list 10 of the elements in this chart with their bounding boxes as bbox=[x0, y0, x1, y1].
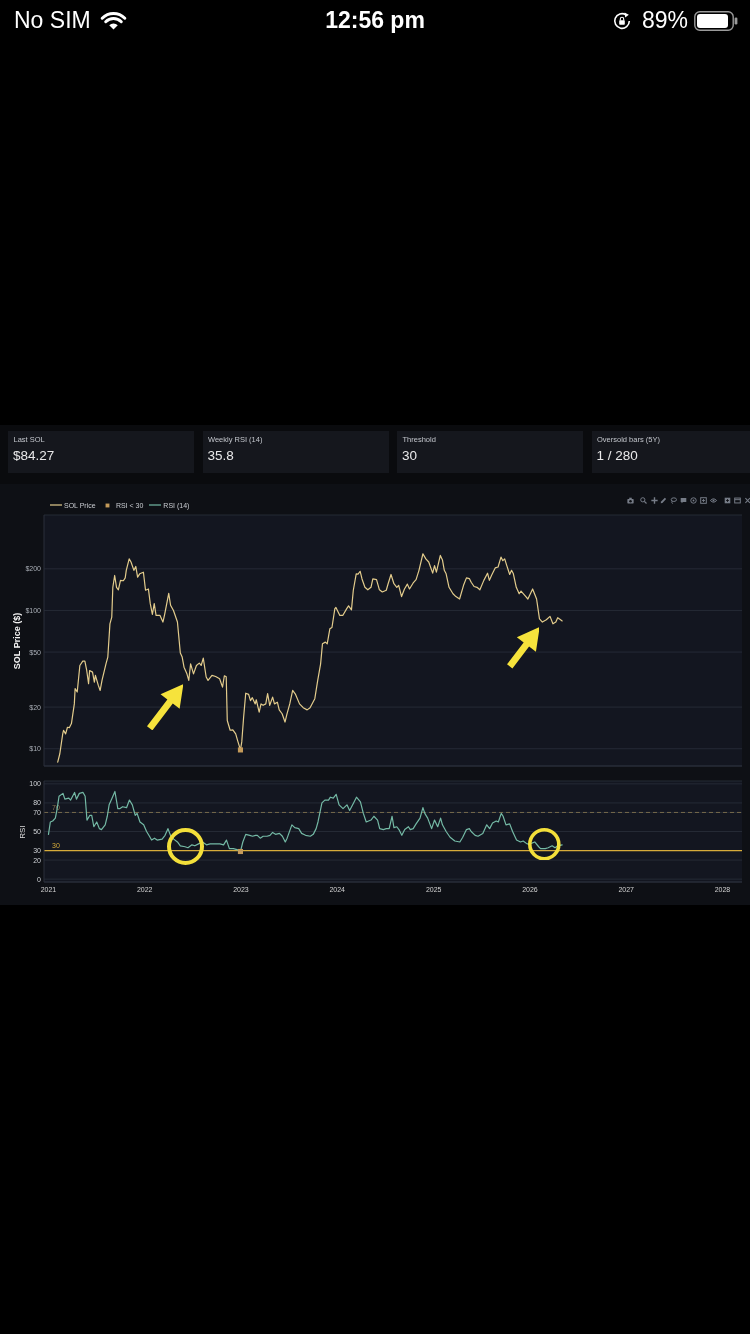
text: 30 bbox=[402, 448, 418, 463]
text: 12:56 pm bbox=[325, 7, 425, 33]
y-axis-title: RSI bbox=[17, 824, 27, 839]
text: 1 / 280 bbox=[596, 448, 638, 463]
y-axis-title: SOL Price ($) bbox=[11, 612, 21, 669]
text: $84.27 bbox=[13, 448, 55, 463]
line-series bbox=[57, 553, 563, 763]
text: No SIM bbox=[14, 7, 91, 33]
text: 89% bbox=[641, 7, 688, 33]
text: 35.8 bbox=[207, 448, 234, 463]
